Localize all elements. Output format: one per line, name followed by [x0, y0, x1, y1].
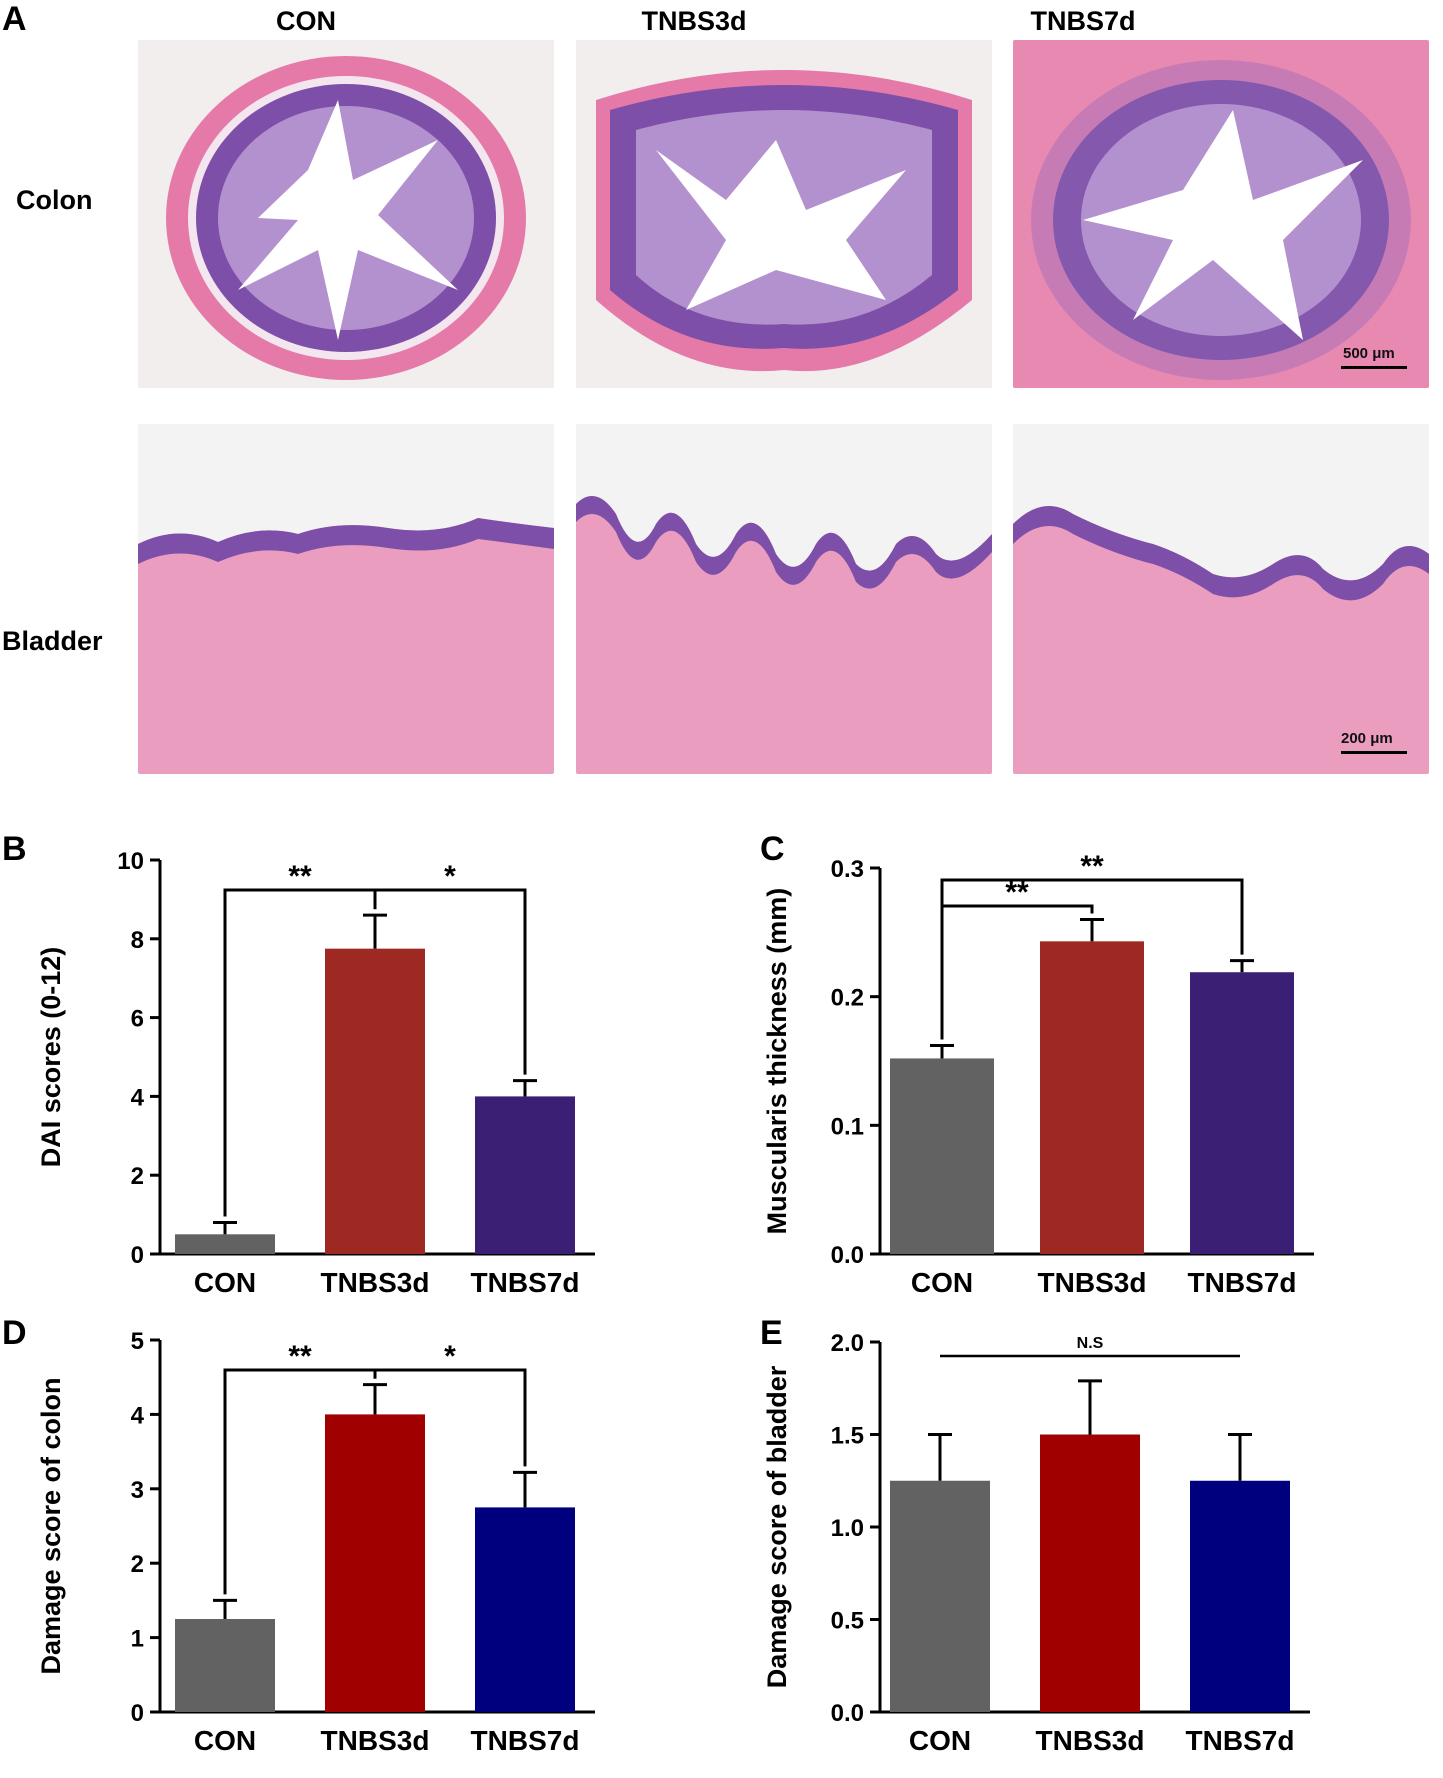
chart-e-y-tick-label: 2.0: [831, 1330, 864, 1357]
chart-b-significance-label: *: [444, 860, 456, 893]
column-header-tnbs3d: TNBS3d: [641, 6, 747, 36]
chart-c-bar-tnbs7d: [1190, 972, 1294, 1254]
chart-e-y-tick-label: 1.0: [831, 1515, 864, 1542]
colon-tnbs7d-micrograph: [1013, 40, 1429, 388]
chart-d-significance-label: *: [444, 1340, 456, 1373]
chart-b-significance-label: **: [288, 860, 312, 893]
chart-c-y-axis-label: Muscularis thickness (mm): [762, 888, 792, 1235]
chart-d-svg: 0 1 2 3 4 5 Damage score of colon CON TNBS3d TNBS…: [36, 1328, 595, 1756]
chart-c-y-tick-label: 0.1: [831, 1113, 864, 1140]
chart-d-significance-bracket: [373, 1368, 527, 1467]
chart-d-bar-tnbs3d: [325, 1414, 425, 1712]
chart-c-y-tick-label: 0.0: [831, 1242, 864, 1269]
chart-b-y-tick-label: 0: [131, 1242, 144, 1269]
bladder-con-micrograph: [138, 424, 554, 774]
chart-d-category-label: CON: [194, 1725, 256, 1756]
chart-e-bar-tnbs7d: [1190, 1480, 1290, 1712]
chart-c-significance-label: **: [1080, 850, 1104, 883]
chart-e-category-label: CON: [909, 1725, 971, 1756]
chart-d: 0 1 2 3 4 5 Damage score of colon CON TNBS3d TNBS…: [0, 1320, 720, 1778]
chart-e-category-label: TNBS7d: [1186, 1725, 1295, 1756]
chart-c-y-tick-label: 0.2: [831, 985, 864, 1012]
panel-b-letter: B: [2, 830, 27, 868]
chart-c-category-label: TNBS7d: [1188, 1267, 1297, 1298]
chart-d-y-tick-label: 4: [131, 1402, 145, 1429]
chart-b-category-label: TNBS3d: [321, 1267, 430, 1298]
chart-e-y-axis-label: Damage score of bladder: [762, 1365, 792, 1688]
chart-b-y-tick-label: 8: [131, 927, 144, 954]
chart-e-y-tick-label: 1.5: [831, 1423, 864, 1450]
chart-e-svg: 0.0 0.5 1.0 1.5 2.0 Damage score of bladder CO…: [762, 1330, 1310, 1756]
chart-d-y-tick-label: 3: [131, 1477, 144, 1504]
chart-b-category-label: CON: [194, 1267, 256, 1298]
chart-e-y-tick-label: 0.5: [831, 1608, 864, 1635]
panel-e-letter: E: [760, 1314, 783, 1352]
chart-b-significance-bracket: [373, 888, 527, 1075]
chart-c-category-label: CON: [911, 1267, 973, 1298]
colon-tnbs3d-micrograph: [576, 40, 992, 388]
column-header-tnbs7d: TNBS7d: [1030, 6, 1136, 36]
chart-b-y-tick-label: 10: [117, 848, 144, 875]
chart-b-category-label: TNBS7d: [471, 1267, 580, 1298]
chart-c-y-tick-label: 0.3: [831, 856, 864, 883]
chart-d-y-tick-label: 5: [131, 1328, 144, 1355]
chart-d-category-label: TNBS7d: [471, 1725, 580, 1756]
chart-b-y-axis-label: DAI scores (0-12): [36, 947, 66, 1168]
chart-b-bar-tnbs7d: [475, 1096, 575, 1254]
panel-d-letter: D: [2, 1314, 27, 1352]
chart-e-y-tick-label: 0.0: [831, 1700, 864, 1727]
chart-c-bar-con: [890, 1058, 994, 1254]
chart-d-y-tick-label: 2: [131, 1551, 144, 1578]
bladder-tnbs3d-micrograph: [576, 424, 992, 774]
bladder-scale-label: 200 μm: [1341, 730, 1393, 747]
colon-con-micrograph: [138, 40, 554, 388]
chart-b-bar-tnbs3d: [325, 948, 425, 1254]
chart-e-significance-label: N.S: [1077, 1335, 1104, 1352]
bladder-scale-bar: [1341, 751, 1407, 754]
chart-d-bar-con: [175, 1619, 275, 1712]
chart-d-y-tick-label: 1: [131, 1626, 144, 1653]
chart-b-y-tick-label: 2: [131, 1163, 144, 1190]
row-header-colon: Colon: [16, 185, 93, 215]
row-header-bladder: Bladder: [2, 626, 103, 656]
chart-e-bar-tnbs3d: [1040, 1434, 1140, 1712]
panel-c-letter: C: [760, 830, 785, 868]
chart-d-significance-label: **: [288, 1340, 312, 1373]
chart-e-category-label: TNBS3d: [1036, 1725, 1145, 1756]
chart-c-significance-bracket: [940, 878, 1244, 1040]
chart-c: 0.0 0.1 0.2 0.3 Muscularis thickness (mm) CON…: [760, 840, 1443, 1310]
colon-scale-bar: [1341, 366, 1407, 369]
chart-d-category-label: TNBS3d: [321, 1725, 430, 1756]
chart-b-y-tick-label: 6: [131, 1006, 144, 1033]
chart-b-y-tick-label: 4: [131, 1084, 145, 1111]
chart-b-bar-con: [175, 1234, 275, 1254]
chart-e-bar-con: [890, 1480, 990, 1712]
panel-a-letter: A: [2, 0, 27, 38]
bladder-tnbs7d-micrograph: [1013, 424, 1429, 774]
chart-c-significance-label: **: [1005, 876, 1029, 909]
chart-c-bar-tnbs3d: [1040, 941, 1144, 1254]
chart-b-svg: 0 2 4 6 8 10 DAI scores (0-12) CON TNBS3d TNBS7d *…: [36, 848, 595, 1298]
column-header-con: CON: [276, 6, 336, 36]
chart-e: 0.0 0.5 1.0 1.5 2.0 Damage score of bladder CO…: [760, 1320, 1443, 1778]
chart-c-svg: 0.0 0.1 0.2 0.3 Muscularis thickness (mm) CON…: [762, 850, 1314, 1298]
chart-c-category-label: TNBS3d: [1038, 1267, 1147, 1298]
chart-d-y-tick-label: 0: [131, 1700, 144, 1727]
chart-d-y-axis-label: Damage score of colon: [36, 1377, 66, 1674]
colon-scale-label: 500 μm: [1343, 345, 1395, 362]
chart-d-bar-tnbs7d: [475, 1507, 575, 1712]
chart-b: 0 2 4 6 8 10 DAI scores (0-12) CON TNBS3d TNBS7d *…: [0, 840, 720, 1310]
